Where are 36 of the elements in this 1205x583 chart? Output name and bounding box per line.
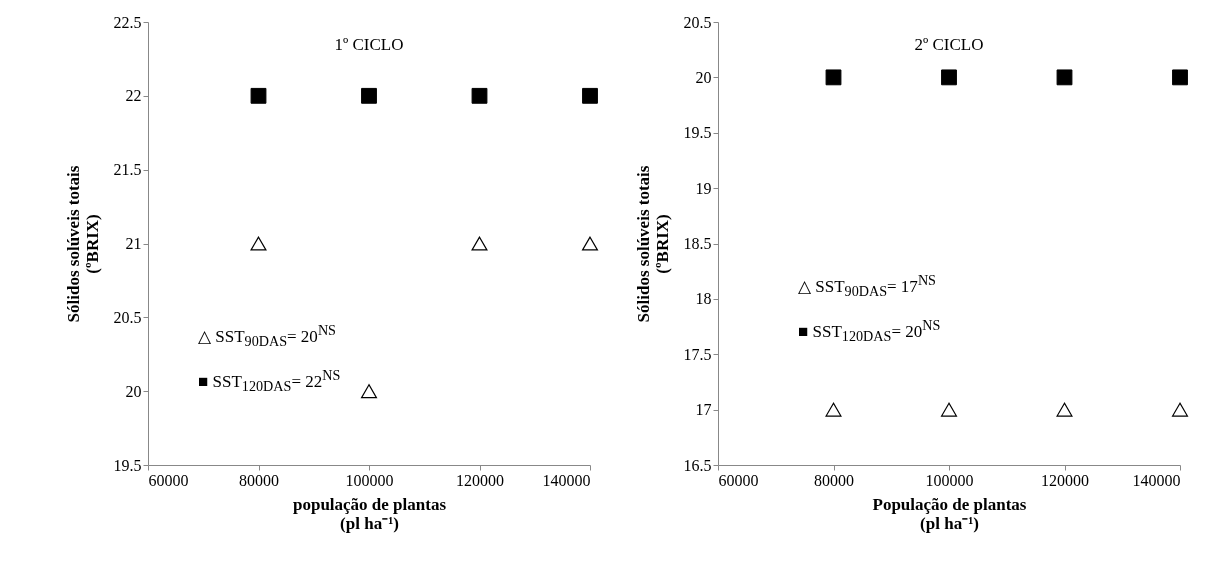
annotation: △ SST$_{90DAS}$= 17$^{NS}$	[798, 272, 936, 301]
annotation: ■ SST$_{120DAS}$= 22$^{NS}$	[198, 367, 341, 396]
x-tick-label: 120000	[1041, 471, 1089, 489]
y-tick-label: 18.5	[683, 235, 712, 252]
y-tick-label: 21	[125, 235, 142, 252]
x-tick-label: 140000	[1132, 471, 1181, 489]
y-tick-label: 20.5	[113, 308, 142, 326]
y-tick-label: 18	[695, 290, 712, 308]
y-tick-label: 16.5	[683, 456, 712, 474]
x-tick-label: 100000	[925, 471, 974, 489]
x-axis-title: população de plantas (pl ha⁻¹)	[292, 494, 447, 533]
y-tick-label: 17.5	[683, 345, 712, 363]
x-tick-label: 60000	[718, 471, 759, 489]
y-axis-title: Sólidos solúveis totais (ºBRIX)	[633, 165, 672, 323]
y-tick-label: 20.5	[683, 13, 712, 31]
y-tick-label: 19	[695, 179, 712, 197]
y-tick-label: 17	[695, 401, 712, 419]
x-tick-label: 80000	[239, 471, 279, 489]
text: 2º CICLO	[914, 35, 984, 54]
y-tick-label: 20	[125, 382, 142, 400]
x-tick-label: 120000	[456, 471, 504, 489]
x-axis-title: População de plantas (pl ha⁻¹)	[872, 494, 1027, 533]
y-tick-label: 21.5	[113, 161, 142, 179]
text: 1º CICLO	[334, 35, 404, 54]
y-tick-label: 22	[125, 87, 142, 105]
y-tick-label: 22.5	[113, 13, 142, 31]
annotation: ■ SST$_{120DAS}$= 20$^{NS}$	[798, 317, 941, 346]
x-tick-label: 80000	[814, 471, 854, 489]
x-tick-label: 60000	[148, 471, 189, 489]
x-tick-label: 140000	[542, 471, 591, 489]
y-tick-label: 19.5	[113, 456, 142, 474]
y-tick-label: 19.5	[683, 124, 712, 142]
y-axis-title: Sólidos solúveis totais (ºBRIX)	[63, 165, 102, 323]
x-tick-label: 100000	[345, 471, 394, 489]
y-tick-label: 20	[695, 68, 712, 86]
annotation: △ SST$_{90DAS}$= 20$^{NS}$	[198, 322, 336, 351]
